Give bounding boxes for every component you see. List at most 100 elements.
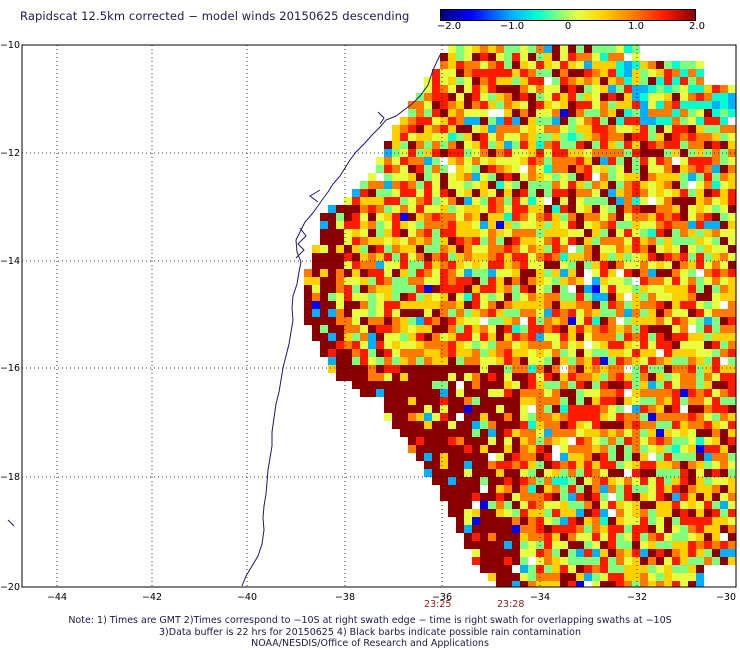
wind-cell xyxy=(432,413,440,421)
wind-cell xyxy=(656,381,664,389)
wind-cell xyxy=(712,125,720,133)
wind-cell xyxy=(560,213,568,221)
wind-cell xyxy=(656,205,664,213)
wind-cell xyxy=(360,221,368,229)
wind-cell xyxy=(528,365,536,373)
wind-cell xyxy=(544,261,552,269)
wind-cell xyxy=(608,93,616,101)
wind-cell xyxy=(584,541,592,549)
wind-cell xyxy=(336,277,344,285)
wind-cell xyxy=(584,501,592,509)
wind-cell xyxy=(312,333,320,341)
wind-cell xyxy=(664,413,672,421)
wind-cell xyxy=(680,581,688,587)
wind-cell xyxy=(680,565,688,573)
wind-cell xyxy=(416,157,424,165)
wind-cell xyxy=(568,581,576,587)
wind-cell xyxy=(528,421,536,429)
wind-cell xyxy=(704,205,712,213)
wind-cell xyxy=(552,357,560,365)
wind-cell xyxy=(600,445,608,453)
wind-cell xyxy=(720,333,728,341)
wind-cell xyxy=(552,453,560,461)
wind-cell xyxy=(488,93,496,101)
wind-cell xyxy=(520,205,528,213)
wind-cell xyxy=(344,261,352,269)
wind-cell xyxy=(608,421,616,429)
wind-cell xyxy=(488,149,496,157)
wind-cell xyxy=(664,205,672,213)
wind-cell xyxy=(640,309,648,317)
wind-cell xyxy=(528,461,536,469)
wind-cell xyxy=(336,317,344,325)
wind-cell xyxy=(584,181,592,189)
wind-cell xyxy=(728,477,736,485)
map-frame xyxy=(21,44,737,588)
wind-cell xyxy=(576,261,584,269)
wind-cell xyxy=(696,93,704,101)
wind-cell xyxy=(704,85,712,93)
wind-cell xyxy=(568,357,576,365)
wind-cell xyxy=(568,317,576,325)
wind-cell xyxy=(544,277,552,285)
wind-cell xyxy=(448,237,456,245)
wind-cell xyxy=(608,501,616,509)
wind-cell xyxy=(608,285,616,293)
wind-cell xyxy=(680,93,688,101)
wind-cell xyxy=(664,213,672,221)
wind-cell xyxy=(704,501,712,509)
wind-cell xyxy=(584,373,592,381)
wind-cell xyxy=(696,341,704,349)
wind-cell xyxy=(672,309,680,317)
wind-cell xyxy=(432,229,440,237)
wind-cell xyxy=(432,301,440,309)
wind-cell xyxy=(464,493,472,501)
wind-cell xyxy=(432,101,440,109)
wind-cell xyxy=(576,213,584,221)
wind-cell xyxy=(504,437,512,445)
wind-cell xyxy=(560,357,568,365)
wind-cell xyxy=(392,349,400,357)
wind-cell xyxy=(360,237,368,245)
wind-cell xyxy=(592,437,600,445)
wind-cell xyxy=(712,133,720,141)
wind-cell xyxy=(600,333,608,341)
wind-cell xyxy=(688,69,696,77)
wind-cell xyxy=(552,205,560,213)
wind-cell xyxy=(600,197,608,205)
wind-cell xyxy=(480,221,488,229)
wind-cell xyxy=(688,261,696,269)
wind-cell xyxy=(344,373,352,381)
wind-cell xyxy=(600,469,608,477)
wind-cell xyxy=(504,581,512,587)
wind-cell xyxy=(664,181,672,189)
wind-cell xyxy=(648,533,656,541)
wind-cell xyxy=(472,253,480,261)
wind-cell xyxy=(696,245,704,253)
wind-cell xyxy=(728,373,736,381)
wind-cell xyxy=(560,557,568,565)
wind-cell xyxy=(712,309,720,317)
wind-cell xyxy=(696,85,704,93)
wind-cell xyxy=(424,269,432,277)
wind-cell xyxy=(480,437,488,445)
wind-cell xyxy=(496,533,504,541)
wind-cell xyxy=(552,93,560,101)
footnote-line: NOAA/NESDIS/Office of Research and Appli… xyxy=(251,638,489,649)
wind-cell xyxy=(568,53,576,61)
wind-cell xyxy=(504,245,512,253)
wind-cell xyxy=(608,149,616,157)
wind-cell xyxy=(616,101,624,109)
wind-cell xyxy=(600,301,608,309)
wind-cell xyxy=(624,301,632,309)
wind-cell xyxy=(672,517,680,525)
wind-cell xyxy=(528,541,536,549)
wind-cell xyxy=(640,269,648,277)
wind-cell xyxy=(608,229,616,237)
wind-cell xyxy=(720,117,728,125)
wind-cell xyxy=(512,381,520,389)
wind-cell xyxy=(464,301,472,309)
wind-cell xyxy=(344,365,352,373)
wind-cell xyxy=(456,245,464,253)
wind-cell xyxy=(592,205,600,213)
